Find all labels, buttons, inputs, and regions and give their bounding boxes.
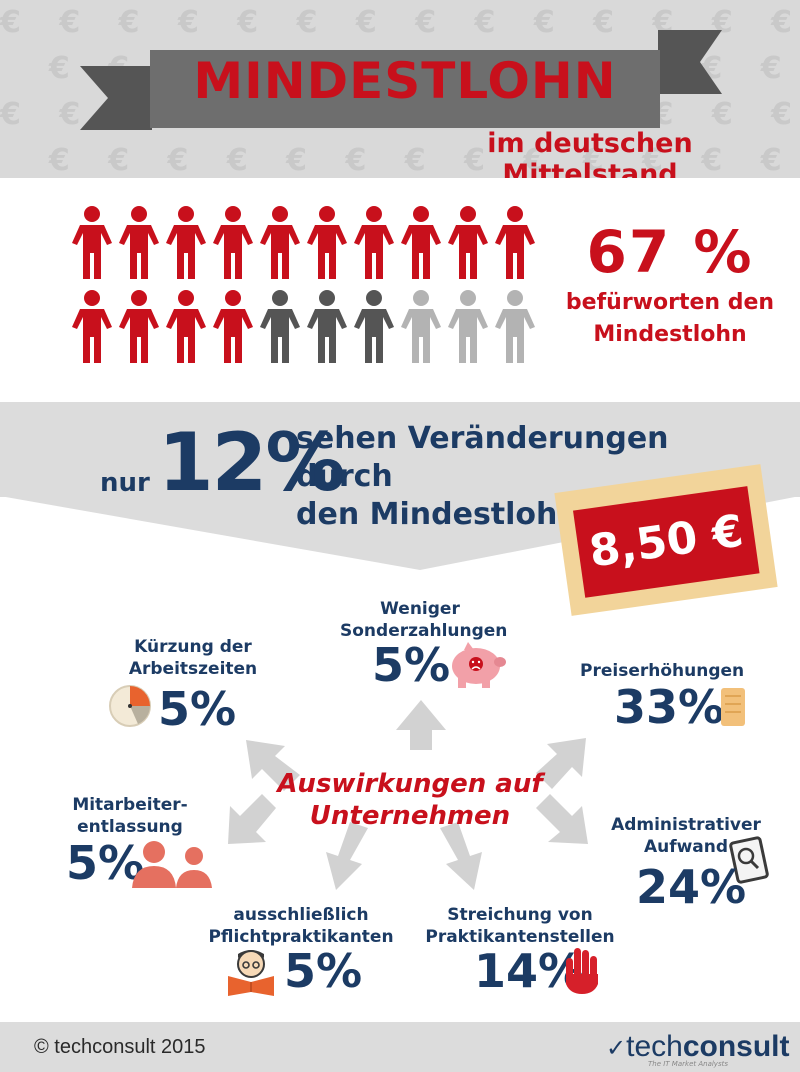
arbeitszeiten-label: Kürzung der Arbeitszeiten <box>118 636 268 680</box>
sonderzahlungen-label-1: Weniger <box>380 599 460 619</box>
entlassung-value: 5% <box>66 836 145 890</box>
title-banner <box>150 50 660 128</box>
logo-consult: consult <box>682 1030 790 1063</box>
copyright: © techconsult 2015 <box>34 1036 206 1058</box>
praktikanten-value: 14% <box>474 944 585 998</box>
footer <box>0 1022 800 1072</box>
person-icon <box>307 290 347 363</box>
preis-label: Preiserhöhungen <box>580 661 745 681</box>
person-icon <box>495 290 535 363</box>
changes-text-1: sehen Veränderungen durch <box>296 421 669 494</box>
administrativ-label-1: Administrativer <box>611 815 761 835</box>
person-icon <box>495 206 535 279</box>
approval-percent: 67 % <box>586 218 754 286</box>
pflicht-label-1: ausschließlich <box>233 905 369 925</box>
impact-arrows <box>228 700 588 890</box>
center-label-2: Unternehmen <box>309 801 511 831</box>
person-icon <box>166 206 206 279</box>
praktikanten-label: Streichung von Praktikantenstellen <box>420 904 620 948</box>
people-chart <box>70 205 550 370</box>
person-icon <box>72 206 112 279</box>
administrativ-value: 24% <box>636 860 747 914</box>
arbeitszeiten-label-1: Kürzung der <box>134 637 252 657</box>
approval-text-1: befürworten den <box>565 290 775 315</box>
pflicht-value: 5% <box>284 944 363 998</box>
person-icon <box>307 206 347 279</box>
page-subtitle: im deutschen Mittelstand <box>487 128 693 178</box>
administrativ-label: Administrativer Aufwand <box>604 814 768 858</box>
person-icon <box>354 206 394 279</box>
logo-tech: tech <box>626 1030 683 1063</box>
person-icon <box>401 206 441 279</box>
praktikanten-label-1: Streichung von <box>447 905 593 925</box>
approval-stat: 67 % befürworten den Mindestlohn <box>560 218 780 350</box>
arbeitszeiten-value: 5% <box>158 682 237 736</box>
person-icon <box>401 290 441 363</box>
entlassung-label: Mitarbeiter- entlassung <box>50 794 210 838</box>
pflicht-label: ausschließlich Pflichtpraktikanten <box>206 904 396 948</box>
logo-check-icon: ✓ <box>606 1035 627 1062</box>
sonderzahlungen-value: 5% <box>372 638 451 692</box>
person-icon <box>260 206 300 279</box>
preis-value: 33% <box>614 680 725 734</box>
logo-tagline: The IT Market Analysts <box>648 1060 728 1068</box>
person-icon <box>213 206 253 279</box>
sonderzahlungen-label-2: Sonderzahlungen <box>340 621 508 641</box>
student-icon <box>228 950 274 996</box>
person-icon <box>448 290 488 363</box>
page-title: MINDESTLOHN <box>193 52 617 110</box>
ribbon-tails <box>80 30 722 130</box>
piggy-bank-icon <box>452 642 506 688</box>
sonderzahlungen-label: Weniger Sonderzahlungen <box>340 598 508 642</box>
price-tag-icon <box>721 688 745 726</box>
administrativ-label-2: Aufwand <box>643 837 729 857</box>
person-icon <box>119 290 159 363</box>
person-icon <box>119 206 159 279</box>
changes-text: sehen Veränderungen durch den Mindestloh… <box>296 420 766 534</box>
changes-percent: 12% <box>158 416 345 509</box>
pflicht-label-2: Pflichtpraktikanten <box>208 927 394 947</box>
person-icon <box>260 290 300 363</box>
entlassung-label-1: Mitarbeiter- <box>72 795 188 815</box>
approval-text-2: Mindestlohn <box>593 322 747 347</box>
center-label-1: Auswirkungen auf <box>277 769 543 799</box>
arbeitszeiten-label-2: Arbeitszeiten <box>128 659 258 679</box>
clock-icon <box>109 685 151 727</box>
changes-prefix: nur <box>100 468 150 498</box>
center-label: Auswirkungen auf Unternehmen <box>260 768 560 832</box>
stop-hand-icon <box>566 948 598 994</box>
price-tag: 8,50 € <box>554 464 778 616</box>
changes-text-2: den Mindestlohn <box>296 497 579 532</box>
header: € € € € € € € € € € € € € € € € € € € € … <box>0 0 800 178</box>
person-icon <box>354 290 394 363</box>
praktikanten-label-2: Praktikantenstellen <box>425 927 615 947</box>
people-icon <box>132 841 212 888</box>
entlassung-label-2: entlassung <box>77 817 183 837</box>
clipboard-icon <box>729 836 769 884</box>
person-icon <box>166 290 206 363</box>
person-icon <box>72 290 112 363</box>
person-icon <box>448 206 488 279</box>
person-icon <box>213 290 253 363</box>
techconsult-logo: ✓techconsult <box>606 1030 790 1064</box>
